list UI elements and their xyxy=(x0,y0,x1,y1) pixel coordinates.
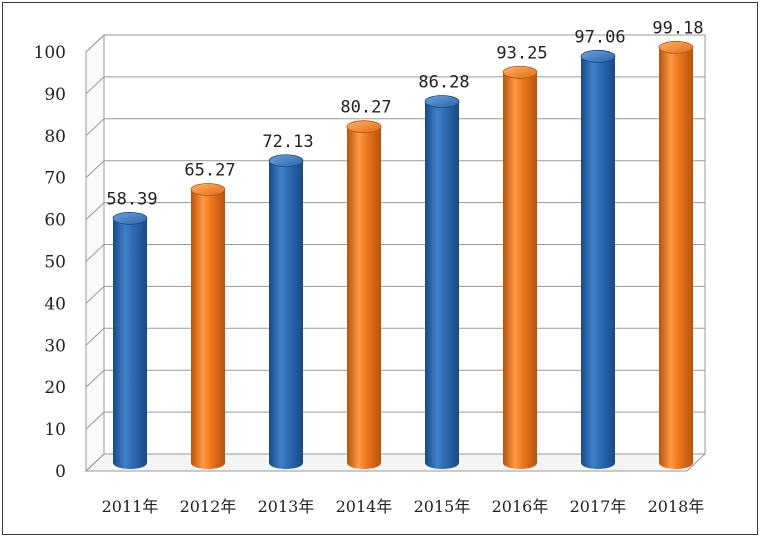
y-tick-label: 80 xyxy=(44,127,66,147)
bar-top xyxy=(658,41,694,54)
data-label: 86.28 xyxy=(418,72,469,92)
data-label: 72.13 xyxy=(262,132,313,152)
y-tick-label: 20 xyxy=(44,378,66,398)
bar-top xyxy=(502,65,538,79)
bar-body xyxy=(191,189,225,469)
bar-top xyxy=(346,120,382,134)
gridline-side xyxy=(85,369,105,388)
data-label: 97.06 xyxy=(574,27,625,47)
gridline-side xyxy=(85,327,105,346)
data-label: 58.39 xyxy=(106,189,157,209)
bar-top xyxy=(190,183,226,196)
bar xyxy=(268,154,304,469)
gridline-side xyxy=(85,160,105,179)
bars xyxy=(112,41,694,470)
x-tick-label: 2013年 xyxy=(258,497,315,516)
bar xyxy=(112,211,148,469)
gridline-side xyxy=(85,34,105,53)
x-tick-label: 2015年 xyxy=(414,497,471,516)
bar-body xyxy=(113,218,147,469)
gridline-side xyxy=(85,244,105,262)
bar xyxy=(424,95,460,469)
x-tick-label: 2011年 xyxy=(102,497,159,516)
bar-body xyxy=(581,56,615,469)
data-label: 65.27 xyxy=(184,161,235,181)
data-label: 93.25 xyxy=(496,43,547,63)
x-tick-label: 2014年 xyxy=(336,497,393,516)
x-tick-label: 2018年 xyxy=(648,497,705,516)
gridline-side xyxy=(85,453,105,472)
data-labels: 58.39 65.27 72.13 80.27 86.28 93.25 97.06 99.18 xyxy=(106,18,703,209)
x-axis: 2011年 2012年 2013年 2014年 2015年 2016年 2017年 2018年 xyxy=(102,497,705,516)
y-axis: 0 10 20 30 40 50 60 70 80 90 100 xyxy=(34,43,66,482)
bar-top xyxy=(580,49,616,63)
bar-top xyxy=(268,154,304,168)
bar-body xyxy=(269,160,303,469)
gridline-side xyxy=(85,202,105,220)
bar xyxy=(502,65,538,469)
data-label: 99.18 xyxy=(652,18,703,38)
y-tick-label: 10 xyxy=(44,420,66,440)
y-tick-label: 50 xyxy=(44,253,66,273)
y-tick-label: 40 xyxy=(44,294,66,314)
bar-top xyxy=(112,211,148,225)
bar-body xyxy=(503,72,537,469)
x-tick-label: 2016年 xyxy=(492,497,549,516)
bar-body xyxy=(659,47,693,470)
x-tick-label: 2017年 xyxy=(570,497,627,516)
y-tick-label: 90 xyxy=(44,85,66,105)
data-label: 80.27 xyxy=(340,98,391,118)
bar xyxy=(346,120,382,469)
bar-body xyxy=(347,126,381,469)
y-tick-label: 30 xyxy=(44,336,66,356)
y-tick-label: 0 xyxy=(55,462,66,482)
bar xyxy=(190,183,226,469)
y-tick-label: 70 xyxy=(44,169,66,189)
bar-top xyxy=(424,95,460,108)
bar xyxy=(658,41,694,470)
y-tick-label: 100 xyxy=(34,43,66,63)
x-tick-label: 2012年 xyxy=(180,497,237,516)
gridline-side xyxy=(85,118,105,137)
y-tick-label: 60 xyxy=(44,211,66,231)
bar xyxy=(580,49,616,469)
gridline-side xyxy=(85,411,105,430)
gridline-side xyxy=(85,76,105,95)
bar-body xyxy=(425,101,459,469)
gridline-side xyxy=(85,286,105,304)
